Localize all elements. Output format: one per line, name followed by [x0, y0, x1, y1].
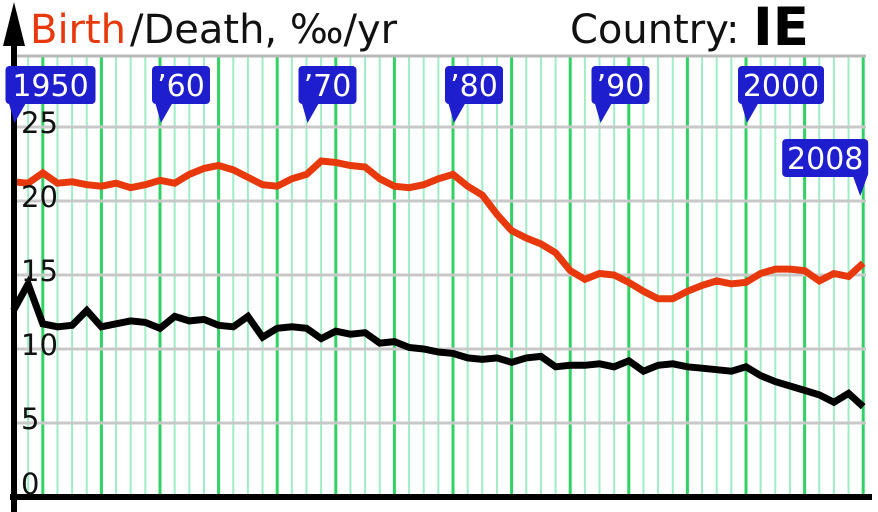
- death-units-title-label: /Death, ‰/yr: [130, 7, 398, 53]
- birth-rate-line: [13, 157, 866, 303]
- series-layer: [10, 157, 866, 410]
- flag-pointer-icon: [448, 102, 466, 123]
- flag-pointer-icon: [301, 102, 320, 123]
- y-tick-label: 20: [21, 180, 58, 214]
- country-code: IE: [753, 0, 809, 58]
- year-flag: 2000: [738, 66, 824, 123]
- flag-body: [445, 66, 503, 104]
- y-tick-label: 5: [21, 402, 39, 436]
- flag-year-label: ’70: [304, 69, 352, 104]
- y-axis-arrow-icon: [3, 2, 25, 46]
- year-flag: ’80: [445, 66, 503, 123]
- flag-pointer-icon: [852, 174, 869, 196]
- flag-pointer-icon: [594, 102, 613, 123]
- flag-body: [591, 66, 650, 104]
- flag-body: [152, 66, 210, 104]
- flag-pointer-icon: [155, 102, 173, 123]
- birth-title-label: Birth: [30, 7, 126, 53]
- flag-year-label: 2008: [787, 142, 863, 177]
- year-flag: ’60: [152, 66, 210, 123]
- year-flag: 1950: [5, 66, 96, 123]
- year-flag: ’70: [298, 66, 357, 123]
- year-flag-layer: 1950 ’60 ’70 ’80 ’90 2000 2008: [5, 66, 869, 196]
- flag-year-label: 2000: [743, 69, 819, 104]
- flag-year-label: 1950: [12, 69, 88, 104]
- flag-body: [782, 139, 869, 177]
- flag-pointer-icon: [8, 102, 27, 123]
- flag-year-label: ’80: [450, 69, 498, 104]
- y-tick-label: 15: [21, 254, 58, 288]
- flag-body: [298, 66, 357, 104]
- flag-year-label: ’90: [597, 69, 645, 104]
- year-flag: ’90: [591, 66, 650, 123]
- flag-pointer-icon: [741, 102, 759, 123]
- flag-body: [738, 66, 824, 104]
- country-label: Country:: [570, 7, 739, 53]
- flag-body: [5, 66, 96, 104]
- y-tick-label: 25: [21, 106, 58, 140]
- death-rate-line: [10, 275, 866, 410]
- flag-year-label: ’60: [157, 69, 205, 104]
- grid-layer: [13, 57, 866, 495]
- y-tick-labels: 25 20 15 10 5 0: [21, 106, 58, 501]
- y-tick-label: 10: [21, 328, 58, 362]
- y-tick-label: 0: [21, 467, 39, 501]
- year-flag: 2008: [782, 139, 869, 196]
- chart-header: Birth /Death, ‰/yr Country: IE: [30, 0, 809, 58]
